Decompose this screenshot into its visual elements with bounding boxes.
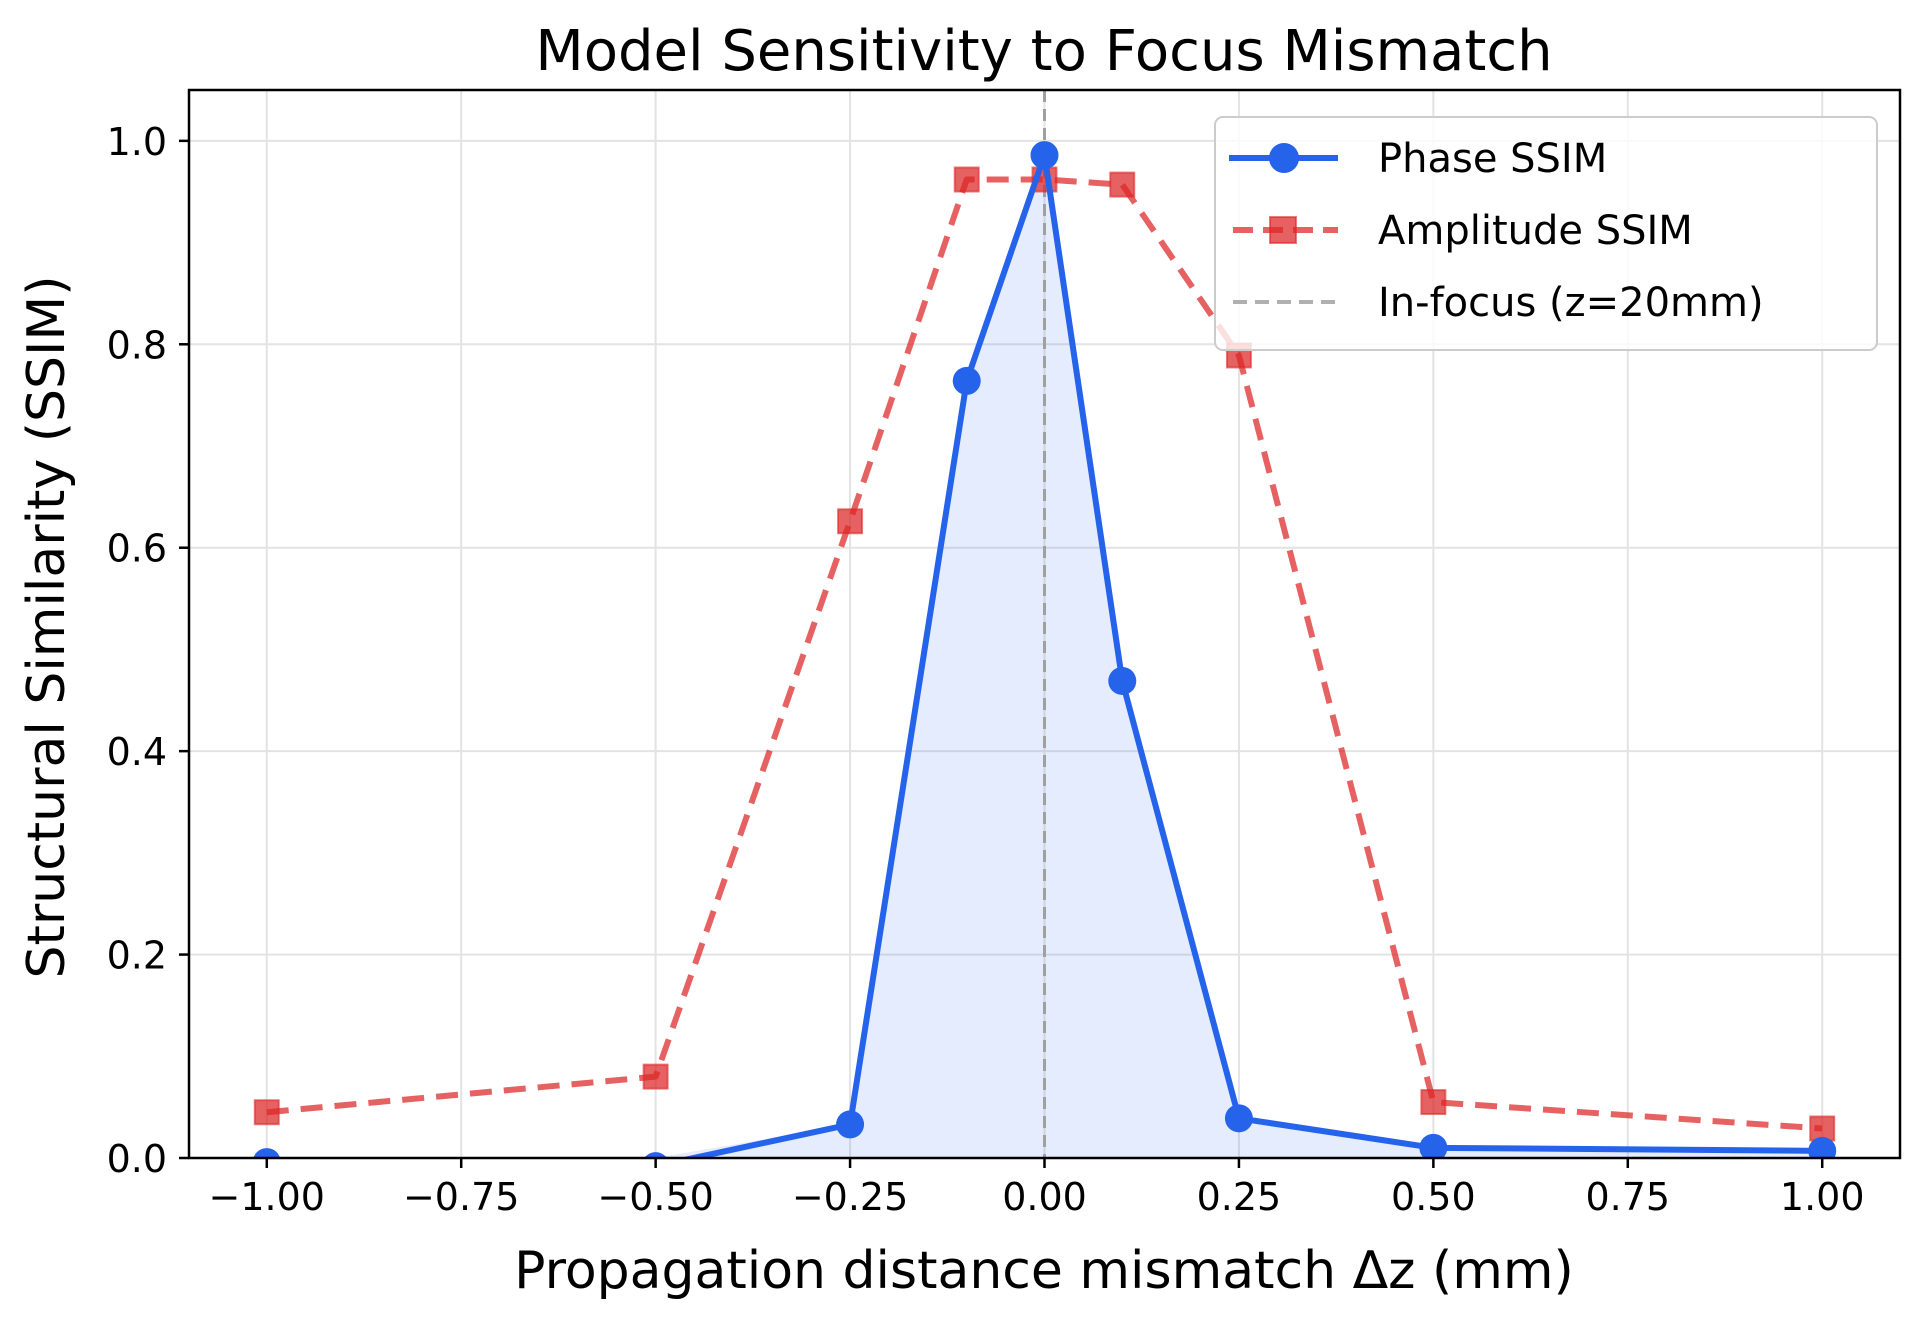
legend-phase-marker	[1269, 143, 1299, 173]
phase-data-point	[1030, 141, 1059, 170]
phase-data-point	[1419, 1133, 1448, 1158]
x-tick-label: −0.50	[597, 1175, 713, 1219]
phase-data-point	[1108, 666, 1137, 695]
legend: Phase SSIM Amplitude SSIM In-focus (z=20…	[1214, 116, 1878, 351]
chart-title: Model Sensitivity to Focus Mismatch	[535, 19, 1552, 84]
amplitude-data-point	[1420, 1089, 1447, 1116]
y-axis: 0.0 0.2 0.4 0.6 0.8 1.0	[107, 120, 189, 1181]
amplitude-data-point	[253, 1099, 280, 1126]
legend-amplitude-marker	[1269, 216, 1297, 244]
phase-data-point	[1224, 1104, 1253, 1133]
x-tick-label: 0.50	[1391, 1175, 1476, 1219]
x-axis-label: Propagation distance mismatch Δz (mm)	[514, 1241, 1574, 1301]
legend-item-phase: Phase SSIM	[1229, 136, 1607, 182]
x-tick-label: −0.25	[792, 1175, 908, 1219]
y-tick-label: 0.0	[107, 1137, 167, 1181]
amplitude-series-line	[266, 176, 1823, 1132]
legend-item-in-focus: In-focus (z=20mm)	[1233, 280, 1764, 326]
y-tick-label: 0.8	[107, 323, 167, 367]
amplitude-data-point	[1109, 171, 1136, 198]
amplitude-data-point	[837, 508, 864, 535]
phase-data-point	[253, 1148, 281, 1158]
phase-fill-area	[266, 155, 1823, 1158]
phase-data-point	[952, 366, 981, 395]
x-tick-label: 0.75	[1585, 1175, 1670, 1219]
legend-item-amplitude: Amplitude SSIM	[1233, 208, 1693, 254]
amplitude-data-point	[642, 1063, 669, 1090]
amplitude-data-point	[953, 166, 980, 193]
x-tick-label: 0.00	[1002, 1175, 1087, 1219]
x-tick-label: 0.25	[1197, 1175, 1282, 1219]
legend-label-phase: Phase SSIM	[1378, 136, 1607, 182]
legend-label-amplitude: Amplitude SSIM	[1378, 208, 1693, 254]
x-tick-label: −0.75	[403, 1175, 519, 1219]
phase-data-point	[1808, 1136, 1837, 1158]
legend-box	[1214, 116, 1878, 351]
y-tick-label: 0.6	[107, 527, 167, 571]
y-tick-label: 0.4	[107, 730, 167, 774]
y-tick-label: 1.0	[107, 120, 167, 164]
x-axis: −1.00 −0.75 −0.50 −0.25 0.00 0.25 0.50 0.75 1.00	[209, 1158, 1865, 1219]
x-tick-label: −1.00	[209, 1175, 325, 1219]
legend-label-in-focus: In-focus (z=20mm)	[1378, 280, 1764, 326]
y-axis-label: Structural Similarity (SSIM)	[17, 275, 77, 978]
x-tick-label: 1.00	[1780, 1175, 1865, 1219]
y-tick-label: 0.2	[107, 934, 167, 978]
phase-data-point	[644, 1152, 668, 1158]
phase-data-point	[836, 1110, 865, 1139]
